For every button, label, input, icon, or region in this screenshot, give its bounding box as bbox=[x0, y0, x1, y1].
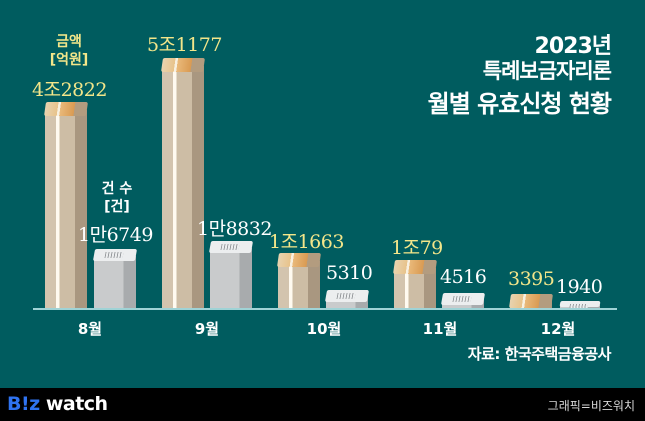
logo-watch: watch bbox=[39, 393, 108, 415]
value-count-nov: 4516 bbox=[440, 266, 487, 288]
legend-count: 건 수 [건] bbox=[95, 180, 139, 216]
bar-amount-aug bbox=[44, 102, 88, 308]
x-axis-baseline bbox=[33, 308, 617, 310]
legend-amount-label: 금액 bbox=[56, 34, 82, 50]
chart-canvas: 2023년 특례보금자리론 월별 유효신청 현황 금액 [억원] 건 수 [건]… bbox=[0, 0, 645, 388]
title-product: 특례보금자리론 bbox=[482, 59, 612, 83]
legend-count-label: 건 수 bbox=[101, 181, 133, 197]
legend-count-unit: [건] bbox=[104, 199, 130, 215]
legend-amount-unit: [억원] bbox=[49, 52, 89, 68]
bar-count-aug bbox=[92, 249, 138, 308]
bar-amount-dec bbox=[509, 294, 553, 308]
footer-bar: B!z watch 그래픽=비즈워치 bbox=[0, 388, 645, 421]
source-note: 자료: 한국주택금융공사 bbox=[467, 345, 612, 363]
value-count-oct: 5310 bbox=[326, 262, 373, 284]
value-count-aug: 1만6749 bbox=[78, 224, 153, 246]
bar-amount-oct bbox=[277, 253, 321, 308]
bar-count-dec bbox=[559, 301, 601, 308]
month-label-dec: 12월 bbox=[540, 320, 576, 338]
month-label-oct: 10월 bbox=[306, 320, 342, 338]
value-amount-dec: 3395 bbox=[508, 268, 555, 290]
value-amount-oct: 1조1663 bbox=[269, 231, 344, 253]
bar-amount-nov bbox=[393, 260, 437, 308]
value-amount-nov: 1조79 bbox=[391, 237, 443, 259]
value-count-dec: 1940 bbox=[556, 276, 603, 298]
graphic-credit: 그래픽=비즈워치 bbox=[547, 399, 635, 413]
value-amount-sep: 5조1177 bbox=[147, 34, 222, 56]
bizwatch-logo[interactable]: B!z watch bbox=[7, 393, 108, 415]
bar-count-nov bbox=[440, 293, 486, 308]
month-label-sep: 9월 bbox=[194, 320, 220, 338]
logo-biz: B!z bbox=[7, 393, 40, 415]
legend-amount: 금액 [억원] bbox=[44, 33, 94, 69]
title-year: 2023년 bbox=[534, 34, 612, 59]
month-label-nov: 11월 bbox=[422, 320, 458, 338]
bar-count-oct bbox=[324, 290, 370, 308]
value-amount-aug: 4조2822 bbox=[32, 79, 107, 101]
month-label-aug: 8월 bbox=[77, 320, 103, 338]
value-count-sep: 1만8832 bbox=[197, 218, 272, 240]
bar-amount-sep bbox=[161, 58, 205, 308]
title-main: 월별 유효신청 현황 bbox=[427, 90, 612, 118]
bar-count-sep bbox=[208, 241, 254, 308]
